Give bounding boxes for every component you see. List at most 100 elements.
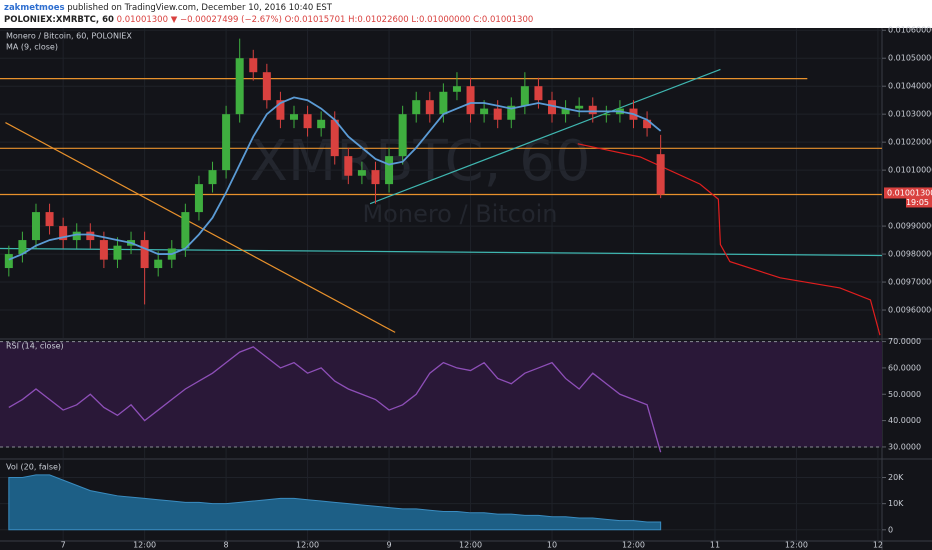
x-tick-label: 11 [710,541,720,550]
candle-body [140,240,149,269]
pane [0,38,882,336]
countdown: 19:05 [906,198,929,207]
candle-body [222,114,231,171]
candle-body [317,119,326,129]
header-line: zakmetmoes published on TradingView.com,… [4,3,333,13]
rsi-line [8,346,662,453]
y-tick-label: 10K [888,499,904,508]
candle-body [385,156,394,185]
y-tick-label: 40.0000 [888,416,921,425]
candle-body [602,114,611,116]
candle-body [466,86,475,115]
pane-title: Vol (20, false) [6,463,61,472]
x-tick-label: 10 [547,541,557,550]
candle-body [344,156,353,176]
candle-body [276,100,285,120]
change: ▼ −0.00027499 (−2.67%) [171,15,282,25]
x-tick-label: 9 [387,541,392,550]
pane-title: Monero / Bitcoin, 60, POLONIEX [6,32,132,41]
y-tick-label: 0.01060000 [888,26,932,35]
y-tick-label: 0.00970000 [888,278,932,287]
candle-body [520,86,529,106]
candle-body [45,212,54,227]
candle-body [371,170,380,185]
x-tick-label: 12:00 [459,541,482,550]
candle-body [412,100,421,115]
y-tick-label: 0 [888,525,893,534]
symbol-line: POLONIEX:XMRBTC, 60 0.01001300 ▼ −0.0002… [4,15,533,25]
y-tick-label: 20K [888,473,904,482]
legend-entry: MA (9, close) [6,43,58,52]
candle-body [452,86,461,92]
published: published on TradingView.com, December 1… [67,3,332,13]
watermark-name: Monero / Bitcoin [362,200,557,228]
candle-body [507,105,516,120]
candle-body [398,114,407,157]
candle-body [181,212,190,249]
y-tick-label: 0.00960000 [888,306,932,315]
y-tick-label: 60.0000 [888,363,921,372]
y-tick-label: 0.00980000 [888,250,932,259]
x-tick-label: 12:00 [133,541,156,550]
drawing-line [577,143,881,336]
x-tick-label: 7 [61,541,66,550]
symbol: POLONIEX:XMRBTC, 60 [4,15,114,25]
candle-body [31,212,40,241]
candle-body [59,226,68,241]
candle-body [86,231,95,241]
candle-body [588,105,597,115]
candle-body [154,259,163,269]
candle-body [643,119,652,129]
last-price-box [884,187,932,199]
candle-body [99,240,108,260]
candle-body [425,100,434,115]
candle-body [4,254,13,269]
candle-body [357,170,366,176]
chart-bg [0,28,932,550]
x-tick-label: 12:00 [785,541,808,550]
pane [0,341,882,453]
candle-body [194,184,203,213]
x-tick-label: 8 [224,541,229,550]
candle-body [480,108,489,115]
band [0,341,882,447]
pane-title: RSI (14, close) [6,342,64,351]
y-tick-label: 0.01020000 [888,138,932,147]
y-tick-label: 0.01010000 [888,166,932,175]
candle-body [656,154,665,195]
candle-body [290,114,298,120]
watermark-symbol: XMRBTC, 60 [250,129,591,194]
candle-body [249,58,258,73]
ohlc: O:0.01015701 H:0.01022600 L:0.01000000 C… [285,15,534,25]
header-bg [0,0,932,28]
candle-body [208,170,217,185]
candle-body [493,108,502,120]
candle-body [303,114,312,129]
x-tick-label: 12 [873,541,883,550]
pane [8,474,662,531]
candle-body [113,245,122,260]
y-tick-label: 0.01050000 [888,54,932,63]
drawing-line [369,68,721,205]
candle-body [235,58,244,115]
y-tick-label: 50.0000 [888,390,921,399]
candle-body [439,91,448,115]
y-tick-label: 70.0000 [888,337,921,346]
y-tick-label: 30.0000 [888,442,921,451]
candle-body [534,86,543,101]
candle-body [548,100,557,115]
volume-area [8,474,662,531]
y-tick-label: 0.01040000 [888,82,932,91]
ma-line [8,96,662,261]
candle-body [18,240,27,255]
last-price-label: 0.01001300 [887,188,932,197]
y-tick-label: 0.00990000 [888,222,932,231]
candle-body [330,119,339,157]
x-tick-label: 12:00 [296,541,319,550]
x-tick-label: 12:00 [622,541,645,550]
author[interactable]: zakmetmoes [4,3,65,13]
candle-body [575,105,584,109]
y-tick-label: 0.01030000 [888,110,932,119]
